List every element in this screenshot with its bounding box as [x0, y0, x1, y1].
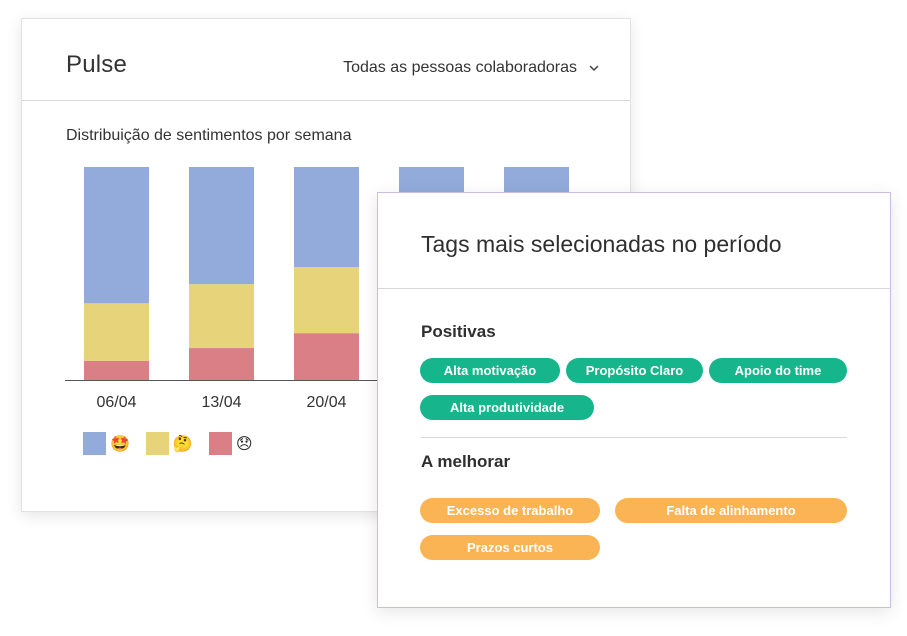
star-struck-icon: 🤩	[110, 434, 130, 453]
x-tick-label: 20/04	[306, 394, 346, 411]
chart-title: Distribuição de sentimentos por semana	[66, 127, 352, 144]
collaborator-filter-dropdown[interactable]: Todas as pessoas colaboradoras	[343, 59, 600, 77]
bar-sad-13/04	[189, 348, 254, 380]
thinking-face-icon: 🤔	[172, 434, 193, 453]
tag-alta-motivacao[interactable]: Alta motivação	[420, 358, 560, 383]
tag-alta-produtividade[interactable]: Alta produtividade	[420, 395, 594, 420]
tag-proposito-claro[interactable]: Propósito Claro	[566, 358, 703, 383]
section-divider	[421, 437, 847, 438]
bar-sad-06/04	[84, 360, 149, 380]
tag-prazos-curtos[interactable]: Prazos curtos	[420, 535, 600, 560]
filter-label: Todas as pessoas colaboradoras	[343, 59, 577, 76]
tags-header: Tags mais selecionadas no período	[378, 193, 890, 289]
pulse-header: Pulse Todas as pessoas colaboradoras	[22, 19, 630, 101]
sad-face-icon: 😞	[235, 434, 253, 453]
legend-swatch-sad	[208, 432, 232, 455]
positive-section-title: Positivas	[421, 322, 496, 341]
legend-item-sad: 😞	[208, 432, 253, 455]
improve-section-title: A melhorar	[421, 452, 511, 471]
legend-swatch-thinking	[145, 432, 169, 455]
bar-sad-20/04	[294, 333, 359, 380]
x-tick-label: 06/04	[96, 394, 136, 411]
tag-excesso-de-trabalho[interactable]: Excesso de trabalho	[420, 498, 600, 523]
bar-thinking-13/04	[189, 284, 254, 349]
bar-happy-20/04	[294, 167, 359, 268]
tags-title: Tags mais selecionadas no período	[421, 231, 782, 257]
tag-falta-de-alinhamento[interactable]: Falta de alinhamento	[615, 498, 847, 523]
chevron-down-icon	[589, 65, 599, 71]
tags-card: Tags mais selecionadas no período Positi…	[377, 192, 891, 608]
pulse-title: Pulse	[66, 51, 128, 78]
legend-swatch-happy	[83, 432, 106, 455]
tag-apoio-do-time[interactable]: Apoio do time	[709, 358, 847, 383]
bar-thinking-20/04	[294, 267, 359, 334]
legend-item-happy: 🤩	[83, 432, 130, 455]
bar-thinking-06/04	[84, 303, 149, 361]
x-tick-label: 13/04	[201, 394, 241, 411]
chart-legend: 🤩 🤔 😞	[83, 432, 269, 455]
bar-happy-13/04	[189, 167, 254, 285]
legend-item-thinking: 🤔	[145, 432, 193, 455]
bar-happy-06/04	[84, 167, 149, 304]
